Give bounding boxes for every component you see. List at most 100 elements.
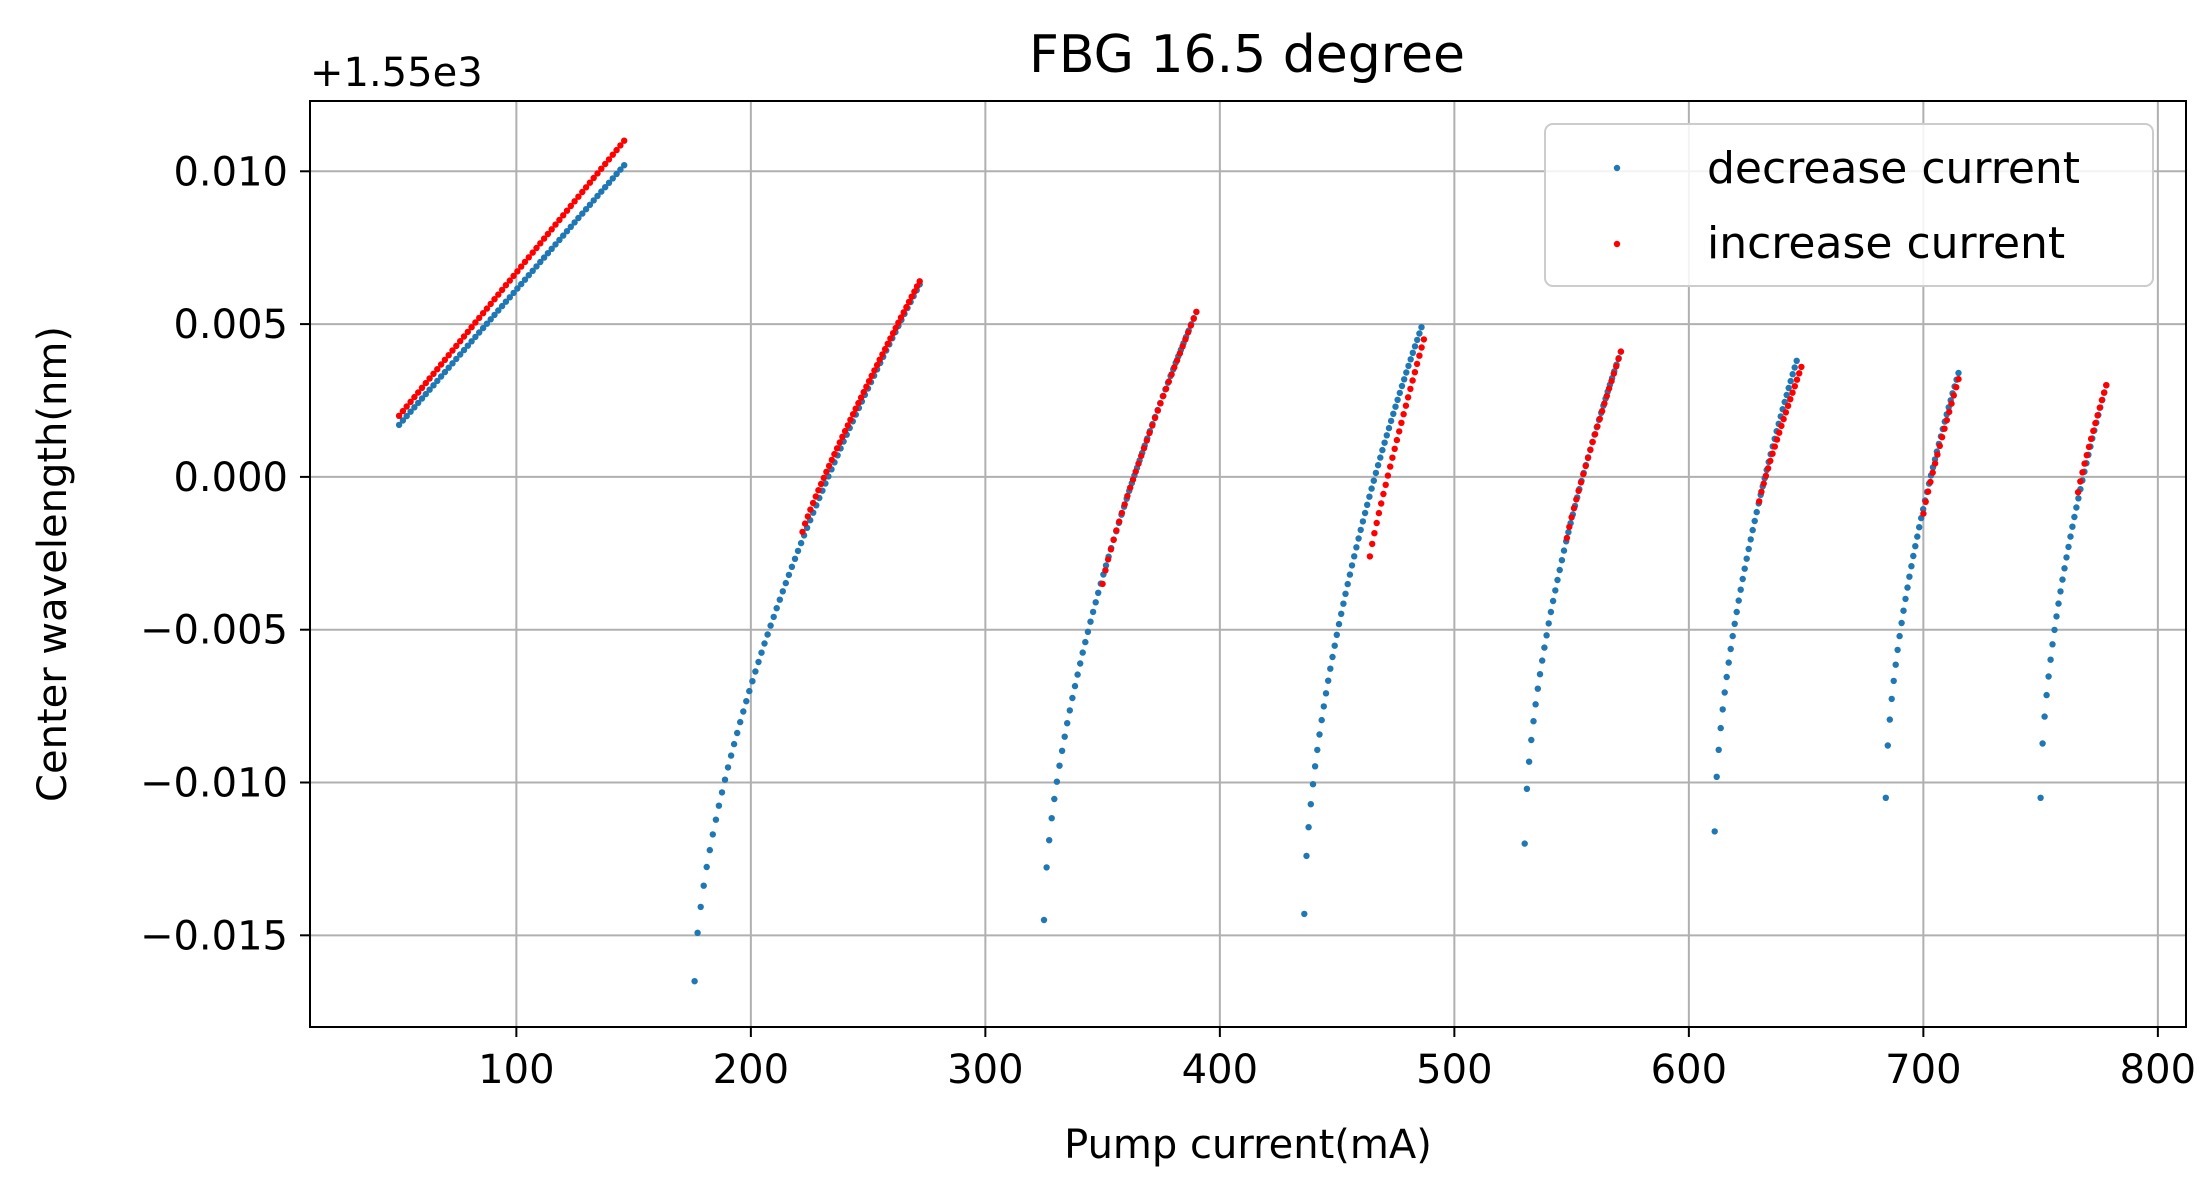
data-point bbox=[1066, 707, 1074, 714]
data-point bbox=[1580, 470, 1587, 478]
data-point bbox=[1187, 322, 1195, 329]
data-point bbox=[1403, 369, 1410, 376]
data-point bbox=[1894, 646, 1901, 654]
data-point bbox=[422, 379, 429, 387]
data-point bbox=[1400, 411, 1407, 418]
data-point bbox=[820, 474, 827, 482]
data-point bbox=[602, 184, 609, 191]
data-point bbox=[1420, 336, 1428, 343]
data-point bbox=[860, 388, 867, 396]
data-point bbox=[855, 399, 862, 407]
data-point bbox=[1554, 576, 1561, 584]
data-point bbox=[582, 206, 590, 213]
data-point bbox=[1325, 677, 1332, 684]
data-point bbox=[544, 250, 552, 257]
data-point bbox=[1058, 747, 1066, 754]
data-point bbox=[712, 816, 720, 823]
data-point bbox=[1767, 457, 1774, 465]
data-point bbox=[903, 303, 910, 311]
data-point bbox=[457, 351, 464, 358]
data-point bbox=[779, 588, 786, 595]
data-point bbox=[831, 450, 838, 458]
data-point bbox=[582, 184, 590, 191]
y-tick-label: −0.015 bbox=[140, 913, 288, 959]
data-point bbox=[1151, 414, 1159, 422]
data-point bbox=[1521, 840, 1528, 847]
data-point bbox=[1613, 363, 1620, 370]
data-point bbox=[812, 493, 819, 500]
data-point bbox=[430, 370, 437, 377]
data-point bbox=[621, 137, 628, 144]
data-point bbox=[1307, 801, 1315, 808]
data-point bbox=[799, 528, 806, 536]
data-point bbox=[1589, 438, 1596, 446]
data-point bbox=[1523, 785, 1531, 792]
data-point bbox=[2067, 533, 2074, 540]
x-tick-label: 600 bbox=[1651, 1047, 1727, 1093]
data-point bbox=[510, 272, 517, 280]
data-point bbox=[2061, 565, 2068, 572]
data-point bbox=[1364, 501, 1371, 508]
data-point bbox=[794, 547, 802, 555]
data-point bbox=[823, 468, 830, 475]
data-point bbox=[691, 978, 698, 985]
data-point bbox=[1948, 400, 1955, 407]
data-point bbox=[1082, 638, 1089, 646]
y-offset-text: +1.55e3 bbox=[310, 50, 483, 96]
data-point bbox=[1924, 488, 1932, 495]
data-point bbox=[2051, 626, 2058, 634]
data-point bbox=[1756, 498, 1763, 505]
data-point bbox=[1950, 392, 1958, 399]
data-point bbox=[1721, 689, 1728, 696]
data-point bbox=[1791, 383, 1799, 390]
data-point bbox=[1727, 645, 1734, 653]
data-point bbox=[468, 338, 475, 345]
data-point bbox=[1132, 468, 1139, 475]
data-point bbox=[2041, 713, 2048, 720]
data-point bbox=[1753, 508, 1760, 516]
data-point bbox=[737, 718, 744, 726]
data-point bbox=[2049, 641, 2056, 648]
data-point bbox=[1568, 514, 1575, 521]
data-point bbox=[1558, 557, 1566, 564]
data-point bbox=[1366, 493, 1373, 500]
series-increase-current bbox=[395, 137, 2110, 588]
data-point bbox=[1113, 527, 1120, 534]
data-point bbox=[1798, 363, 1805, 371]
data-point bbox=[521, 258, 529, 266]
data-point bbox=[868, 372, 875, 379]
data-point bbox=[758, 649, 765, 656]
data-point bbox=[2085, 443, 2093, 451]
data-point bbox=[1603, 392, 1611, 400]
data-point bbox=[468, 324, 475, 331]
data-point bbox=[1416, 352, 1423, 359]
data-point bbox=[1573, 496, 1580, 503]
data-point bbox=[1931, 460, 1939, 467]
data-point bbox=[1791, 364, 1798, 371]
data-point bbox=[1333, 631, 1341, 638]
data-point bbox=[590, 174, 597, 182]
data-point bbox=[1717, 724, 1724, 732]
data-point bbox=[1530, 718, 1537, 725]
data-point bbox=[2045, 673, 2052, 680]
data-point bbox=[2069, 523, 2076, 530]
data-point bbox=[1584, 454, 1592, 462]
data-point bbox=[1378, 500, 1385, 507]
data-point bbox=[871, 367, 878, 374]
x-tick-label: 800 bbox=[2120, 1047, 2196, 1093]
data-point bbox=[817, 480, 825, 488]
data-point bbox=[1411, 343, 1419, 350]
data-point bbox=[1309, 781, 1317, 788]
data-point bbox=[529, 249, 536, 256]
data-point bbox=[1556, 566, 1563, 574]
data-point bbox=[1758, 488, 1765, 495]
data-point bbox=[1046, 837, 1053, 844]
data-point bbox=[1355, 535, 1362, 542]
data-point bbox=[718, 789, 726, 796]
data-point bbox=[1314, 746, 1321, 754]
data-point bbox=[1888, 695, 1895, 703]
data-point bbox=[1946, 408, 1953, 416]
data-point bbox=[563, 207, 571, 214]
y-tick-label: 0.005 bbox=[173, 302, 288, 348]
data-point bbox=[449, 360, 456, 367]
